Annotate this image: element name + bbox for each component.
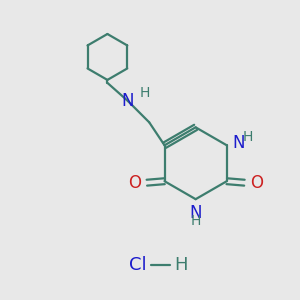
Text: N: N — [232, 134, 244, 152]
Text: H: H — [174, 256, 188, 274]
Text: N: N — [189, 205, 202, 223]
Text: H: H — [243, 130, 253, 144]
Text: O: O — [250, 174, 263, 192]
Text: Cl: Cl — [129, 256, 147, 274]
Text: H: H — [190, 214, 201, 229]
Text: H: H — [139, 86, 150, 100]
Text: O: O — [129, 174, 142, 192]
Text: N: N — [122, 92, 134, 110]
